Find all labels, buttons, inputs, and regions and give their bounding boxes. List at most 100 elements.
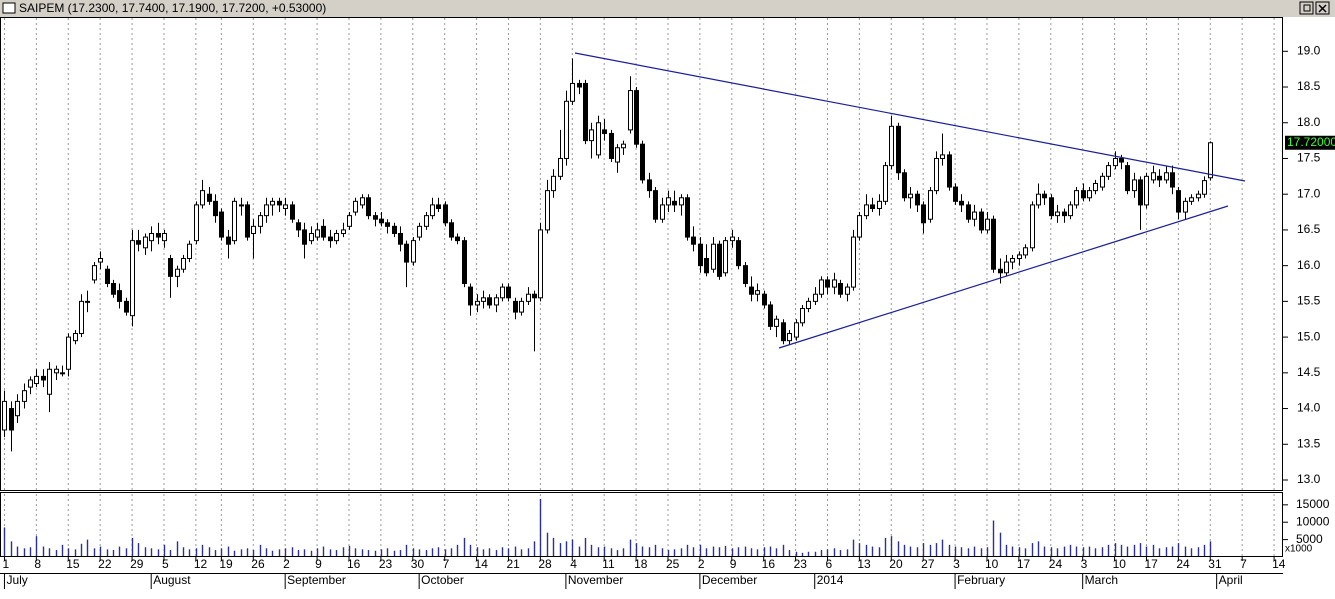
candle-body (819, 279, 824, 295)
y-tick-label: 14.0 (1297, 401, 1321, 415)
month-label: February (957, 573, 1005, 587)
lower-trendline (778, 205, 1229, 349)
candle-body (194, 204, 199, 242)
volume-tick-label: 5000 (1296, 532, 1323, 546)
close-icon (1318, 4, 1327, 13)
candle-body (328, 236, 333, 242)
candle-body (1164, 172, 1169, 181)
candle-body (296, 222, 301, 231)
maximize-button[interactable] (1299, 1, 1314, 15)
candle-body (60, 372, 65, 375)
candle-body (251, 225, 256, 234)
candle-body (436, 204, 441, 209)
candle-body (679, 197, 684, 206)
candle-body (589, 129, 594, 142)
candle-body (813, 293, 818, 302)
candle-body (334, 232, 339, 242)
candle-body (41, 375, 46, 381)
candle-body (991, 218, 996, 270)
y-tick-label: 18.5 (1297, 79, 1321, 93)
candle-body (136, 240, 141, 245)
candle-body (551, 175, 556, 192)
candle-body (691, 236, 696, 245)
candle-body (711, 243, 716, 270)
x-tick-label: 23 (794, 557, 808, 571)
candle-body (187, 243, 192, 260)
candle-body (1157, 175, 1162, 181)
candle-body (883, 165, 888, 202)
candle-body (130, 240, 135, 317)
candle-body (825, 279, 830, 288)
month-label: August (153, 573, 191, 587)
candle-body (373, 215, 378, 220)
candle-body (1132, 179, 1137, 192)
candle-body (321, 225, 326, 238)
candle-body (985, 218, 990, 231)
candle-body (411, 240, 416, 263)
candle-body (921, 204, 926, 224)
x-tick-label: 6 (825, 557, 832, 571)
x-tick-label: 23 (379, 557, 393, 571)
candle-body (219, 211, 224, 238)
candle-body (1017, 254, 1022, 260)
candle-body (526, 293, 531, 302)
candle-body (232, 200, 237, 242)
month-label: November (568, 573, 623, 587)
candle-body (1036, 193, 1041, 206)
volume-unit: x1000 (1285, 544, 1313, 555)
candle-body (1125, 165, 1130, 192)
candle-body (1081, 190, 1086, 199)
candle-body (621, 143, 626, 149)
candle-body (947, 154, 952, 188)
x-tick-label: 4 (570, 557, 577, 571)
candle-body (794, 322, 799, 338)
candle-body (577, 82, 582, 88)
x-tick-label: 26 (251, 557, 265, 571)
candle-body (781, 322, 786, 342)
candle-body (640, 143, 645, 181)
candle-body (749, 286, 754, 295)
x-tick-label: 28 (538, 557, 552, 571)
candle-body (953, 186, 958, 202)
candle-body (79, 300, 84, 335)
price-panel (0, 17, 1283, 491)
x-tick-label: 14 (1272, 557, 1286, 571)
maximize-icon (1303, 4, 1311, 12)
candle-body (385, 222, 390, 227)
candle-body (570, 82, 575, 102)
candle-body (424, 215, 429, 227)
candle-body (864, 204, 869, 217)
candle-body (309, 232, 314, 242)
candle-body (207, 193, 212, 202)
month-label: July (6, 573, 27, 587)
candle-body (417, 225, 422, 238)
candle-body (800, 308, 805, 324)
candle-body (685, 197, 690, 238)
x-tick-label: 9 (315, 557, 322, 571)
candle-body (1093, 182, 1098, 192)
candle-body (2, 400, 7, 431)
candle-body (1176, 190, 1181, 213)
candle-body (806, 300, 811, 310)
candle-body (704, 258, 709, 274)
candle-body (105, 268, 110, 285)
candle-body (264, 204, 269, 217)
month-label: March (1085, 573, 1118, 587)
candle-body (468, 286, 473, 306)
candle-body (85, 300, 90, 303)
y-tick-label: 16.5 (1297, 222, 1321, 236)
candle-body (226, 236, 231, 245)
candle-body (959, 200, 964, 206)
candle-body (360, 197, 365, 206)
y-tick-label: 13.0 (1297, 472, 1321, 486)
candle-body (979, 211, 984, 231)
candle-body (430, 204, 435, 217)
x-tick-label: 2 (698, 557, 705, 571)
x-tick-label: 5 (162, 557, 169, 571)
candle-body (545, 190, 550, 231)
candle-body (239, 204, 244, 207)
candle-body (111, 283, 116, 295)
chart-title: SAIPEM (17.2300, 17.7400, 17.1900, 17.72… (19, 1, 326, 15)
x-tick-label: 20 (889, 557, 903, 571)
